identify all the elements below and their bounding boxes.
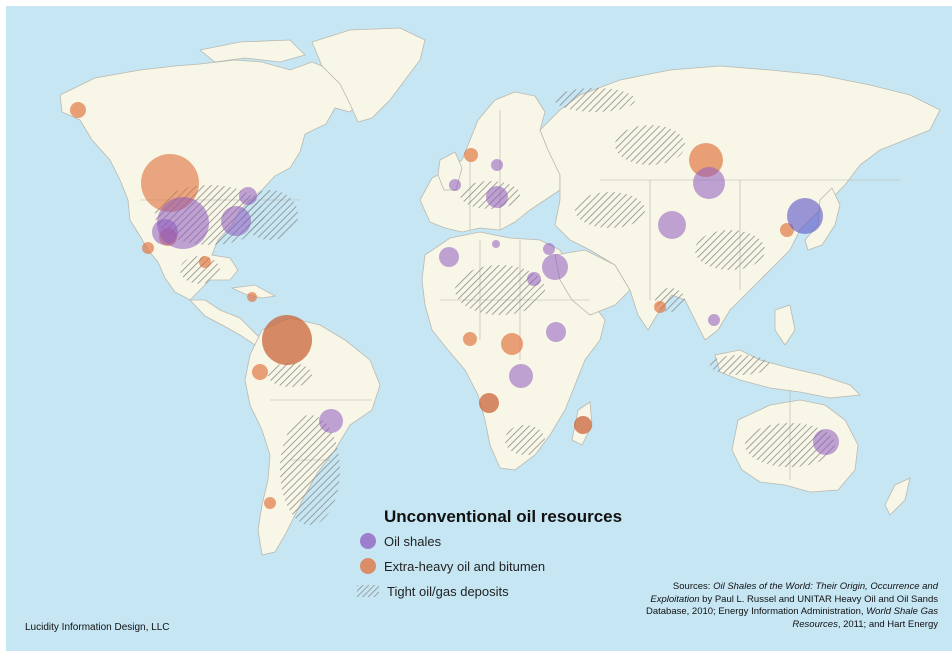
heavy-oil-bubble-madagascar xyxy=(574,416,592,434)
oil-shale-bubble-sweden xyxy=(491,159,503,171)
heavy-oil-bubble-cuba xyxy=(247,292,257,302)
tight-deposit-australia xyxy=(745,423,835,467)
oil-shale-bubble-thailand xyxy=(708,314,720,326)
oil-shale-bubble-australia xyxy=(813,429,839,455)
oil-shale-bubble-ethiopia xyxy=(546,322,566,342)
sources-prefix: Sources: xyxy=(672,581,714,592)
oil-shale-bubble-jordan xyxy=(542,254,568,280)
heavy-oil-bubble-california xyxy=(142,242,154,254)
heavy-oil-bubble-ecuador xyxy=(252,364,268,380)
sources-title-2: World Shale Gas Resources xyxy=(792,606,938,630)
tight-deposit-southern-africa xyxy=(505,425,545,455)
tight-deposit-north-africa xyxy=(455,265,545,315)
oil-shale-bubble-turkey xyxy=(543,243,555,255)
oil-shale-bubble-morocco xyxy=(439,247,459,267)
legend-item-label: Oil shales xyxy=(384,533,442,549)
oil-shale-bubble-congo xyxy=(509,364,533,388)
legend-item-heavy-oil: Extra-heavy oil and bitumen xyxy=(360,556,545,576)
sources-part-1: by Paul L. Russel and UNITAR Heavy Oil a… xyxy=(645,593,938,618)
oil-shale-bubble-russia xyxy=(693,167,725,199)
oil-shale-bubble-appalachia xyxy=(221,206,251,236)
legend-item-label: Tight oil/gas deposits xyxy=(387,583,509,599)
new-zealand-landmass xyxy=(884,477,911,516)
heavy-oil-bubble-venezuela xyxy=(262,315,312,365)
heavy-oil-swatch-icon xyxy=(360,558,376,574)
legend-item-oil-shales: Oil shales xyxy=(360,531,441,551)
sources-note: Sources: Oil Shales of the World: Their … xyxy=(638,581,938,631)
world-map xyxy=(59,27,941,556)
legend-title: Unconventional oil resources xyxy=(384,507,623,526)
legend-item-tight-oil: Tight oil/gas deposits xyxy=(357,581,509,601)
heavy-oil-bubble-alaska xyxy=(70,102,86,118)
sources-part-2: , 2011; and Hart Energy xyxy=(837,618,938,630)
oil-shale-bubble-italy xyxy=(492,240,500,248)
heavy-oil-bubble-argentina xyxy=(264,497,276,509)
arabian-peninsula-landmass xyxy=(554,249,631,316)
heavy-oil-bubble-north-sea xyxy=(464,148,478,162)
tight-deposit-arctic xyxy=(555,88,635,112)
oil-shale-bubble-great-lakes xyxy=(239,187,257,205)
heavy-oil-bubble-texas xyxy=(199,256,211,268)
oil-shale-bubbles xyxy=(152,159,839,455)
heavy-oil-bubble-central-africa xyxy=(501,333,523,355)
oil-shale-bubble-egypt xyxy=(527,272,541,286)
oil-shale-bubble-central-europe xyxy=(486,186,508,208)
tight-deposit-southeast-asia xyxy=(710,355,770,375)
oil-shale-bubble-uk xyxy=(449,179,461,191)
philippines-landmass xyxy=(774,304,796,346)
oil-shale-swatch-icon xyxy=(360,533,376,549)
oil-shale-bubble-brazil xyxy=(319,409,343,433)
tight-deposit-south-america xyxy=(280,415,340,525)
heavy-oil-bubble-angola xyxy=(479,393,499,413)
oil-shale-bubble-kazakhstan xyxy=(658,211,686,239)
central-america-landmass xyxy=(189,299,263,346)
oil-shale-bubble-manchuria xyxy=(787,198,823,234)
sources-title-1: Oil Shales of the World: Their Origin, O… xyxy=(650,581,938,605)
tight-deposit-colombia xyxy=(268,363,312,387)
heavy-oil-bubble-west-africa xyxy=(463,332,477,346)
tight-deposit-central-asia xyxy=(575,192,645,228)
cuba-landmass xyxy=(230,284,277,299)
tight-deposit-us-east xyxy=(242,190,298,240)
oil-shale-bubble-utah xyxy=(152,219,178,245)
ocean-background xyxy=(6,6,952,651)
tight-deposit-china xyxy=(695,230,765,270)
heavy-oil-bubble-india xyxy=(654,301,666,313)
arctic-islands-landmass xyxy=(199,39,306,63)
tight-deposit-siberia xyxy=(615,125,685,165)
legend-item-label: Extra-heavy oil and bitumen xyxy=(384,558,546,574)
diagonal-hatch-icon xyxy=(357,585,379,597)
greenland-landmass xyxy=(311,27,426,123)
credit-line: Lucidity Information Design, LLC xyxy=(25,622,170,633)
